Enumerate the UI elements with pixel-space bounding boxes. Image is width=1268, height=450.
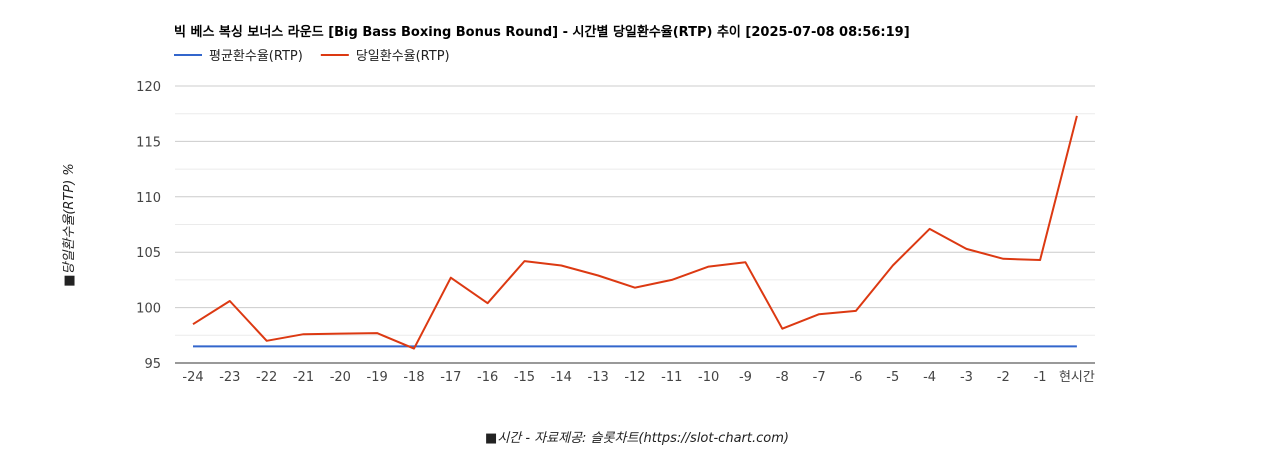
x-tick-label: -24 xyxy=(182,370,203,385)
x-tick-label: -17 xyxy=(440,370,461,385)
x-tick-label: -2 xyxy=(997,370,1010,385)
y-tick-label: 100 xyxy=(136,302,161,317)
x-tick-label: -5 xyxy=(886,370,899,385)
x-tick-label: -13 xyxy=(588,370,609,385)
chart-title: 빅 베스 복싱 보너스 라운드 [Big Bass Boxing Bonus R… xyxy=(174,24,910,40)
x-tick-label: -16 xyxy=(477,370,498,385)
x-tick-label: -18 xyxy=(403,370,424,385)
x-tick-label: 현시간 xyxy=(1059,370,1095,385)
y-tick-label: 95 xyxy=(144,357,161,372)
legend-label: 평균환수율(RTP) xyxy=(209,49,303,64)
x-tick-label: -10 xyxy=(698,370,719,385)
x-tick-label: -6 xyxy=(849,370,862,385)
legend-label: 당일환수율(RTP) xyxy=(356,49,450,64)
y-axis-ticks: 95 100 105 110 115 120 xyxy=(136,80,161,372)
x-tick-label: -23 xyxy=(219,370,240,385)
x-tick-label: -14 xyxy=(551,370,572,385)
x-tick-label: -9 xyxy=(739,370,752,385)
x-tick-label: -8 xyxy=(776,370,789,385)
x-tick-label: -12 xyxy=(624,370,645,385)
x-tick-label: -3 xyxy=(960,370,973,385)
x-tick-label: -15 xyxy=(514,370,535,385)
series-lines xyxy=(192,115,1078,350)
x-tick-label: -1 xyxy=(1034,370,1047,385)
x-tick-label: -22 xyxy=(256,370,277,385)
y-tick-label: 110 xyxy=(136,191,161,206)
x-tick-label: -11 xyxy=(661,370,682,385)
series-line-daily-rtp xyxy=(192,115,1078,350)
y-tick-label: 120 xyxy=(136,80,161,95)
x-tick-label: -21 xyxy=(293,370,314,385)
x-tick-label: -20 xyxy=(330,370,351,385)
x-tick-label: -4 xyxy=(923,370,936,385)
y-axis-title: ■당일환수율(RTP) % xyxy=(62,163,77,287)
x-axis-title: ■시간 - 자료제공: 슬롯차트(https://slot-chart.com) xyxy=(485,431,789,446)
y-tick-label: 105 xyxy=(136,246,161,261)
y-tick-label: 115 xyxy=(136,135,161,150)
x-tick-label: -7 xyxy=(813,370,826,385)
grid-lines xyxy=(175,85,1095,364)
x-axis-ticks: -24 -23 -22 -21 -20 -19 -18 -17 -16 -15 -14 -13 -12 -… xyxy=(182,370,1095,385)
legend: 평균환수율(RTP) 당일환수율(RTP) xyxy=(174,49,450,64)
x-tick-label: -19 xyxy=(367,370,388,385)
